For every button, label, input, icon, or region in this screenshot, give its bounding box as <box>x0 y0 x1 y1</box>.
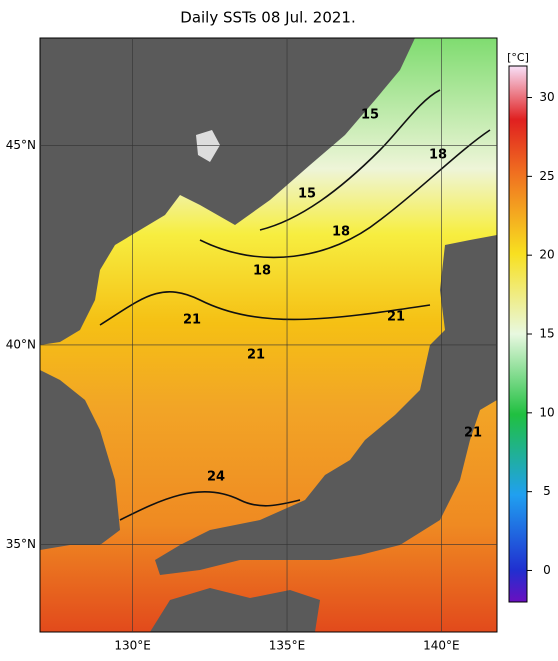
lat-label: 40°N <box>6 337 36 351</box>
lat-label: 35°N <box>6 537 36 551</box>
colorbar-label: 15 <box>539 327 554 341</box>
colorbar-label: 25 <box>539 169 554 183</box>
colorbar-label: 20 <box>539 248 554 262</box>
colorbar <box>508 65 528 603</box>
contour-label: 18 <box>429 148 447 163</box>
contour-label: 24 <box>207 470 225 485</box>
contour-label: 21 <box>387 310 405 325</box>
colorbar-label: 0 <box>543 563 551 577</box>
contour-label: 15 <box>361 108 379 123</box>
colorbar-label: 10 <box>539 405 554 419</box>
colorbar-unit: [°C] <box>507 51 529 64</box>
contour-label: 21 <box>464 426 482 441</box>
map-frame <box>39 37 498 633</box>
land <box>40 38 497 632</box>
lon-label: 135°E <box>269 639 306 653</box>
contour-label: 15 <box>298 187 316 202</box>
lon-label: 140°E <box>423 639 460 653</box>
contour-label: 21 <box>183 313 201 328</box>
colorbar-label: 30 <box>539 90 554 104</box>
colorbar-label: 5 <box>543 484 551 498</box>
contour-label: 18 <box>253 264 271 279</box>
contour-label: 21 <box>247 348 265 363</box>
contour-label: 18 <box>332 225 350 240</box>
lat-label: 45°N <box>6 138 36 152</box>
lon-label: 130°E <box>114 639 151 653</box>
contour-labels: 15 18 15 18 18 21 21 21 21 24 <box>183 108 482 485</box>
contours <box>99 89 491 521</box>
title: Daily SSTs 08 Jul. 2021. <box>180 9 355 27</box>
